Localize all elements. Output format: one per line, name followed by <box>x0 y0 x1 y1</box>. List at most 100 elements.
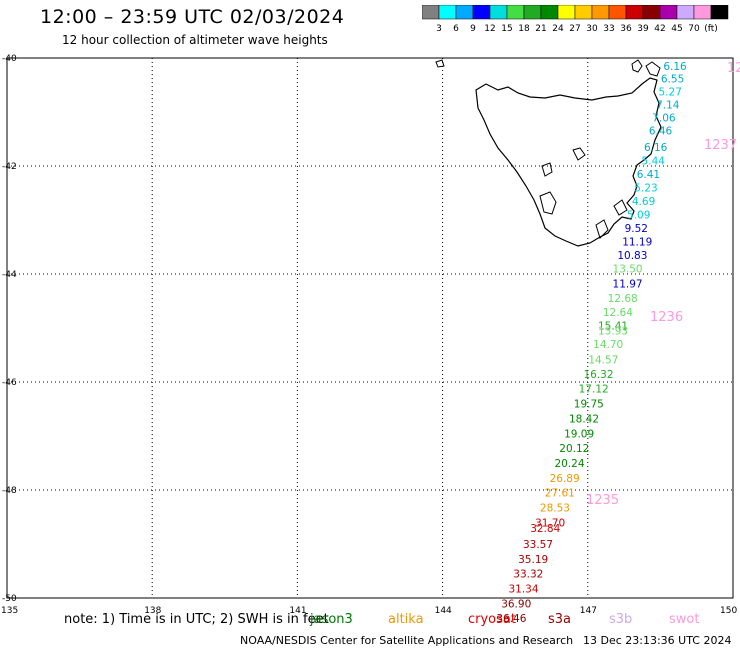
track-label-1237: 1237 <box>704 138 737 153</box>
page-title: 12:00 – 23:59 UTC 02/03/2024 <box>40 6 345 28</box>
wave-height-value: 36.46 <box>496 613 526 625</box>
mission-swot: swot <box>669 612 700 627</box>
legend-label: 12 <box>484 24 495 34</box>
latitude-label: -44 <box>2 270 17 280</box>
tasmania-coastline <box>475 77 662 247</box>
wave-height-value: 13.93 <box>598 326 628 338</box>
wave-height-value: 33.57 <box>523 539 553 551</box>
legend-swatch <box>422 5 440 20</box>
wave-height-value: 33.32 <box>513 569 543 581</box>
track-label-1236: 1236 <box>650 310 683 325</box>
lake-outline <box>572 147 586 161</box>
mission-s3b: s3b <box>609 612 633 627</box>
legend-label: 39 <box>637 24 649 34</box>
legend-label: 3 <box>436 24 442 34</box>
legend-label: 18 <box>518 24 530 34</box>
wave-height-value: 9.52 <box>625 223 648 235</box>
wave-height-value: 20.24 <box>554 458 584 470</box>
legend-label: 24 <box>552 24 564 34</box>
wave-height-value: 6.16 <box>663 61 687 73</box>
latitude-labels: -40 -42 -44 -46 -48 -50 <box>2 54 17 604</box>
king-island-mark <box>435 59 445 68</box>
wave-height-value: 11.97 <box>613 279 643 291</box>
legend-label: 30 <box>586 24 598 34</box>
longitude-label: 141 <box>289 606 306 616</box>
grid-lines <box>7 58 733 598</box>
legend-label: 42 <box>654 24 665 34</box>
legend-label: 9 <box>470 24 476 34</box>
lake-outline-2 <box>541 162 553 177</box>
map-frame <box>6 57 734 599</box>
legend-swatch <box>608 5 627 20</box>
legend-swatch <box>472 5 491 20</box>
legend-swatch <box>625 5 644 20</box>
legend-swatch <box>540 5 559 20</box>
wave-height-points: 6.166.555.277.147.066.466.165.446.415.23… <box>496 61 687 625</box>
legend-label: 45 <box>671 24 682 34</box>
wave-height-value: 5.23 <box>634 183 657 195</box>
mission-altika: altika <box>388 612 424 627</box>
timestamp-text: 13 Dec 23:13:36 UTC 2024 <box>583 634 732 647</box>
longitude-label: 150 <box>720 606 737 616</box>
longitude-label: 138 <box>144 606 161 616</box>
latitude-label: -46 <box>2 378 17 388</box>
latitude-label: -40 <box>2 54 17 64</box>
legend-label: 36 <box>620 24 632 34</box>
wave-height-value: 32.84 <box>530 523 560 535</box>
wave-height-value: 35.19 <box>518 554 548 566</box>
flinders-island <box>645 61 661 77</box>
legend-swatch <box>523 5 542 20</box>
longitude-label: 144 <box>435 606 452 616</box>
credit-text: NOAA/NESDIS Center for Satellite Applica… <box>240 634 574 647</box>
wave-height-value: 5.09 <box>627 210 650 222</box>
longitude-labels: 135 138 141 144 147 150 <box>1 606 737 616</box>
wave-height-value: 10.83 <box>617 250 647 262</box>
island-east <box>613 199 628 216</box>
legend-labels: 3 6 9 12 15 18 21 24 27 30 33 36 39 42 45 70 (ft) <box>436 24 718 34</box>
wave-height-value: 31.70 <box>535 517 565 529</box>
page-subtitle: 12 hour collection of altimeter wave hei… <box>62 33 328 47</box>
wave-height-value: 12.68 <box>608 293 638 305</box>
wave-height-value: 6.41 <box>637 169 660 181</box>
legend-swatch <box>438 5 457 20</box>
mission-s3a: s3a <box>548 612 572 627</box>
legend-swatch <box>489 5 508 20</box>
track-label-1235: 1235 <box>586 493 619 508</box>
wave-height-value: 5.27 <box>659 86 682 98</box>
legend-swatch <box>506 5 525 20</box>
wave-height-value: 19.09 <box>564 428 594 440</box>
wave-height-value: 28.53 <box>540 502 570 514</box>
island-southwest <box>539 191 557 215</box>
wave-height-value: 16.32 <box>583 369 613 381</box>
legend-swatches <box>422 5 729 20</box>
wave-height-value: 20.12 <box>559 443 589 455</box>
legend-swatch <box>659 5 678 20</box>
wave-height-value: 17.12 <box>579 383 609 395</box>
legend-label: 70 <box>688 24 700 34</box>
legend-swatch <box>591 5 610 20</box>
bass-strait-island <box>631 59 643 73</box>
legend-label: 27 <box>569 24 580 34</box>
legend-swatch <box>557 5 576 20</box>
legend-label: 6 <box>453 24 459 34</box>
latitude-label: -42 <box>2 162 17 172</box>
legend-swatch <box>642 5 661 20</box>
wave-height-value: 15.41 <box>598 320 628 332</box>
mission-jason3: jason3 <box>310 612 353 627</box>
wave-height-value: 14.70 <box>593 339 623 351</box>
legend-swatch <box>693 5 712 20</box>
longitude-label: 135 <box>1 606 18 616</box>
wave-height-value: 31.34 <box>508 583 538 595</box>
wave-height-value: 12.64 <box>603 307 633 319</box>
wave-height-value: 18.42 <box>569 414 599 426</box>
latitude-label: -48 <box>2 486 17 496</box>
legend-swatch <box>455 5 474 20</box>
wave-height-value: 26.89 <box>550 473 580 485</box>
wave-height-value: 6.46 <box>649 125 673 137</box>
legend-label: 21 <box>535 24 546 34</box>
island-southeast <box>595 219 609 239</box>
wave-height-value: 6.55 <box>661 74 684 86</box>
wave-height-value: 27.61 <box>545 488 575 500</box>
note-text: note: 1) Time is in UTC; 2) SWH is in fe… <box>64 612 329 627</box>
